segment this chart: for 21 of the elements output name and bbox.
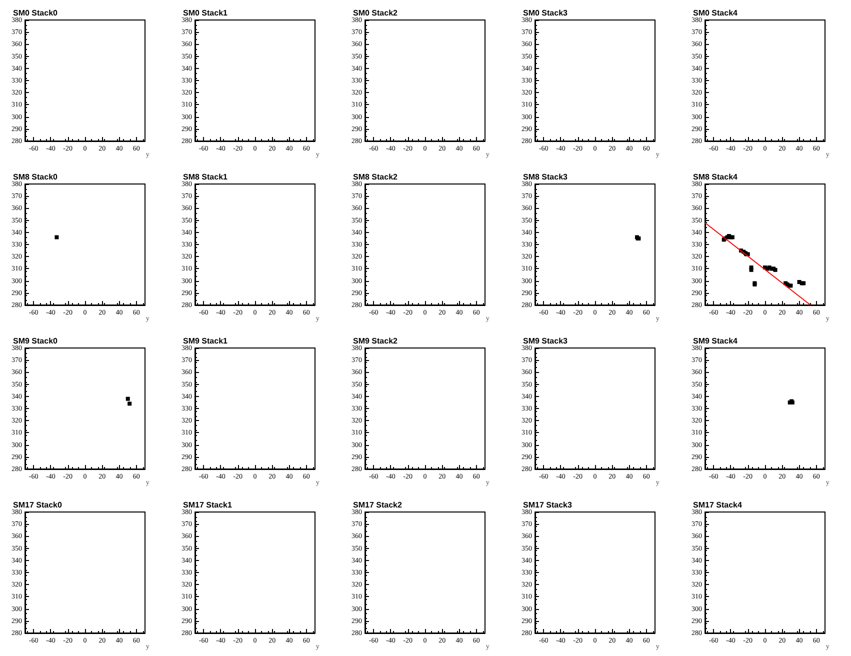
chart-title: SM9 Stack0 — [13, 336, 58, 346]
chart-title: SM0 Stack4 — [693, 8, 738, 18]
chart-title: SM9 Stack4 — [693, 336, 738, 346]
chart-title: SM0 Stack3 — [523, 8, 568, 18]
chart-title: SM9 Stack1 — [183, 336, 228, 346]
chart-title: SM17 Stack3 — [523, 500, 572, 510]
chart-title: SM9 Stack2 — [353, 336, 398, 346]
point — [749, 268, 754, 272]
chart-title: SM17 Stack2 — [353, 500, 402, 510]
chart-title: SM0 Stack2 — [353, 8, 398, 18]
chart-title: SM17 Stack4 — [693, 500, 742, 510]
chart-title: SM0 Stack0 — [13, 8, 58, 18]
chart-title: SM0 Stack1 — [183, 8, 228, 18]
chart-title: SM17 Stack0 — [13, 500, 62, 510]
chart-title: SM8 Stack3 — [523, 172, 568, 182]
chart-title: SM8 Stack1 — [183, 172, 228, 182]
chart-title: SM8 Stack4 — [693, 172, 738, 182]
chart-title: SM8 Stack0 — [13, 172, 58, 182]
chart-title: SM8 Stack2 — [353, 172, 398, 182]
chart-title: SM9 Stack3 — [523, 336, 568, 346]
chart-title: SM17 Stack1 — [183, 500, 232, 510]
